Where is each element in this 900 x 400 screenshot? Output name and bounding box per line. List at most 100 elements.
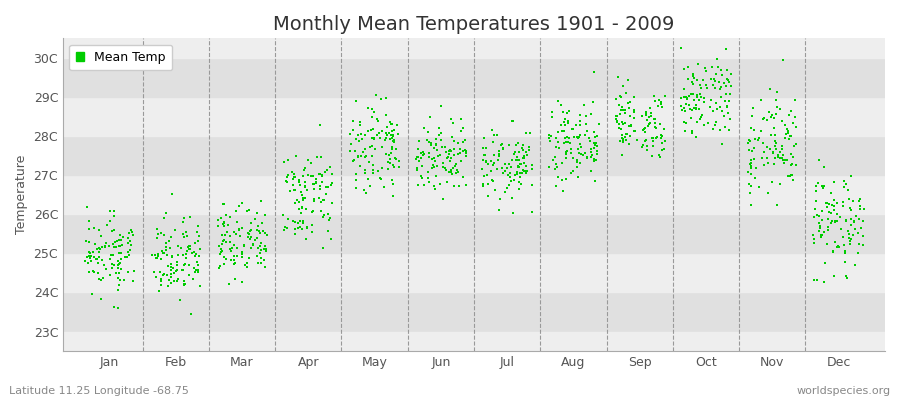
Point — [112, 282, 126, 288]
Point — [233, 233, 248, 240]
Point — [615, 152, 629, 158]
Point — [364, 142, 379, 149]
Point — [113, 276, 128, 283]
Point — [259, 248, 274, 254]
Point — [212, 250, 227, 257]
Point — [173, 296, 187, 303]
Point — [847, 218, 861, 224]
Point — [103, 272, 117, 279]
Point — [122, 240, 136, 246]
Point — [836, 178, 850, 184]
Point — [610, 112, 625, 119]
Point — [383, 121, 398, 128]
Point — [616, 107, 631, 114]
Point — [166, 264, 181, 271]
Bar — [63, 292, 885, 332]
Point — [291, 225, 305, 231]
Point — [686, 90, 700, 97]
Point — [323, 236, 338, 242]
Point — [577, 102, 591, 108]
Point — [296, 218, 310, 224]
Point — [110, 237, 124, 244]
Point — [681, 93, 696, 100]
Point — [510, 163, 525, 169]
Point — [316, 244, 330, 251]
Point — [113, 242, 128, 249]
Point — [764, 179, 778, 186]
Point — [298, 179, 312, 185]
Point — [228, 253, 242, 260]
Point — [748, 136, 762, 143]
Point — [785, 161, 799, 167]
Point — [95, 274, 110, 281]
Point — [551, 138, 565, 145]
Point — [544, 109, 559, 115]
Point — [769, 146, 783, 152]
Point — [411, 182, 426, 188]
Bar — [63, 136, 885, 175]
Point — [343, 148, 357, 154]
Point — [421, 128, 436, 135]
Point — [685, 128, 699, 134]
Point — [763, 146, 778, 152]
Point — [713, 86, 727, 92]
Point — [283, 188, 297, 194]
Point — [694, 94, 708, 100]
Point — [374, 176, 388, 182]
Point — [645, 143, 660, 149]
Point — [615, 132, 629, 138]
Point — [440, 154, 454, 160]
Point — [824, 220, 838, 226]
Point — [786, 120, 800, 127]
Point — [686, 71, 700, 78]
Point — [705, 64, 719, 70]
Point — [610, 118, 625, 124]
Point — [436, 196, 450, 203]
Point — [851, 198, 866, 204]
Point — [571, 174, 585, 180]
Point — [375, 144, 390, 150]
Point — [772, 149, 787, 155]
Point — [292, 182, 307, 188]
Point — [320, 183, 334, 190]
Point — [690, 61, 705, 67]
Point — [622, 104, 636, 111]
Point — [475, 165, 490, 172]
Point — [352, 138, 366, 144]
Point — [814, 232, 828, 238]
Point — [680, 64, 695, 70]
Point — [258, 243, 273, 250]
Point — [485, 177, 500, 184]
Point — [315, 197, 329, 203]
Point — [684, 115, 698, 121]
Point — [190, 229, 204, 235]
Point — [652, 96, 666, 103]
Point — [674, 44, 688, 51]
Point — [422, 154, 436, 160]
Point — [164, 261, 178, 268]
Point — [389, 146, 403, 152]
Point — [613, 111, 627, 117]
Point — [658, 93, 672, 100]
Point — [113, 256, 128, 262]
Point — [757, 115, 771, 122]
Point — [313, 182, 328, 189]
Point — [277, 227, 292, 233]
Point — [770, 202, 784, 208]
Point — [162, 238, 176, 244]
Point — [591, 121, 606, 127]
Point — [415, 149, 429, 155]
Point — [618, 120, 633, 126]
Point — [167, 227, 182, 234]
Point — [421, 179, 436, 186]
Point — [361, 176, 375, 182]
Point — [391, 130, 405, 137]
Point — [784, 133, 798, 139]
Point — [192, 233, 206, 240]
Point — [104, 255, 118, 262]
Point — [295, 192, 310, 198]
Point — [219, 256, 233, 262]
Point — [812, 156, 826, 163]
Point — [83, 254, 97, 261]
Point — [150, 255, 165, 261]
